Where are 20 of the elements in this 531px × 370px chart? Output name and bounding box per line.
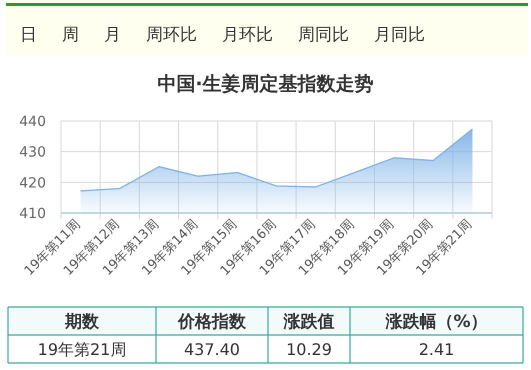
text: 月同比 xyxy=(374,25,425,45)
text: 10.29 xyxy=(286,340,332,359)
text: 437.40 xyxy=(184,340,240,359)
text: 日 xyxy=(20,25,37,45)
y-tick-label: 430 xyxy=(19,144,46,161)
text: 期数 xyxy=(64,312,100,332)
y-tick-label: 420 xyxy=(19,175,46,192)
y-tick-label: 440 xyxy=(19,114,46,130)
text: 月 xyxy=(104,25,121,45)
text: 月环比 xyxy=(222,25,273,45)
text: 19年第21周 xyxy=(38,340,126,359)
text: 涨跌值 xyxy=(282,312,334,332)
text: 周 xyxy=(62,25,79,45)
y-tick-label: 410 xyxy=(19,206,46,222)
text: 价格指数 xyxy=(177,312,247,332)
text: 涨跌幅（%） xyxy=(384,312,488,332)
chart-title: 中国·生姜周定基指数走势 xyxy=(157,73,374,95)
text: 周同比 xyxy=(298,25,349,45)
text: 2.41 xyxy=(418,340,454,359)
text: 周环比 xyxy=(146,25,197,45)
